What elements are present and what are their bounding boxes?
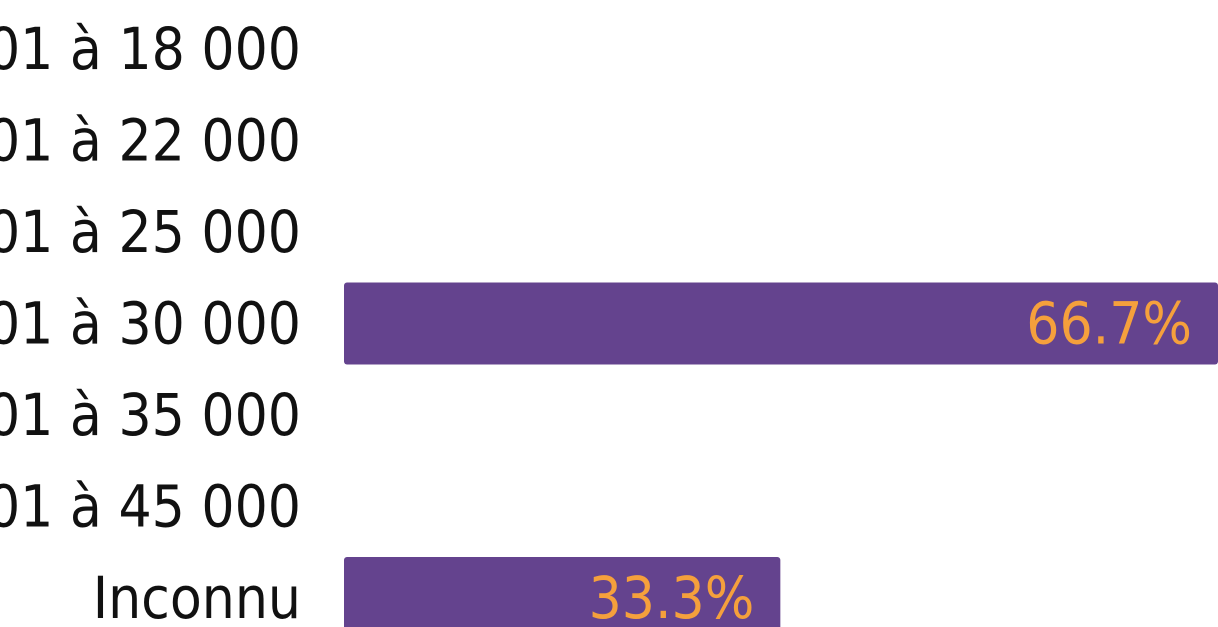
category-label: 35 001 à 45 000: [0, 473, 301, 541]
bars: [344, 282, 1218, 627]
bar: [344, 282, 1218, 365]
category-label: 18 001 à 22 000: [0, 107, 301, 175]
value-label: 33.3%: [589, 564, 755, 627]
category-label: 25 001 à 30 000: [0, 290, 301, 358]
category-label: 30 001 à 35 000: [0, 381, 301, 449]
value-label: 66.7%: [1026, 290, 1192, 358]
value-labels: 66.7% 33.3%: [589, 290, 1192, 627]
bar: [344, 557, 781, 627]
category-label: Inconnu: [93, 564, 301, 627]
category-labels: 15 001 à 18 000 18 001 à 22 000 22 001 à 2…: [0, 15, 301, 627]
category-label: 15 001 à 18 000: [0, 15, 301, 83]
category-label: 22 001 à 25 000: [0, 198, 301, 266]
